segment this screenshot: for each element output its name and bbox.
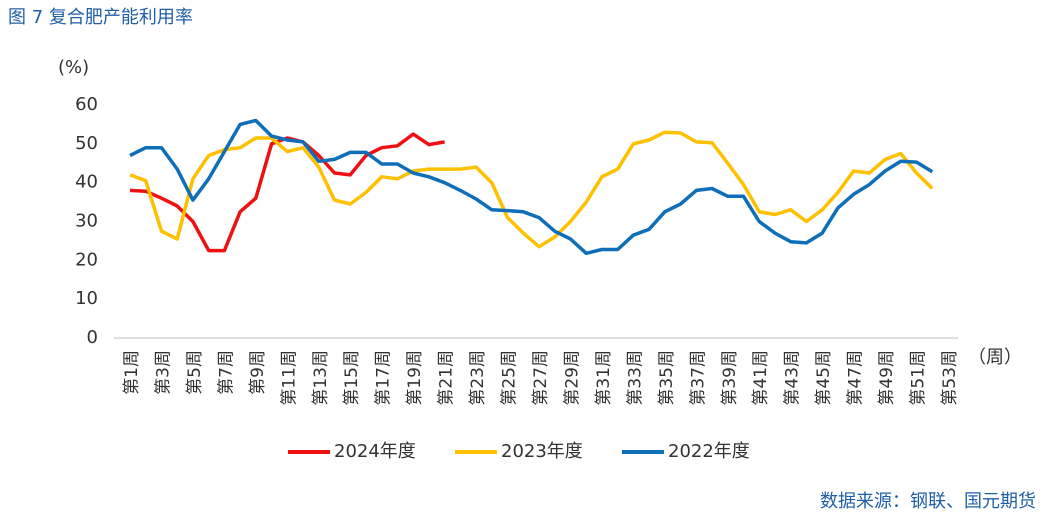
x-tick-label: 第19周 xyxy=(405,350,425,406)
x-tick-label: 第45周 xyxy=(814,350,834,406)
legend-label: 2022年度 xyxy=(668,441,750,462)
y-tick-label: 20 xyxy=(75,249,98,270)
series-line xyxy=(129,132,445,253)
x-tick-label: 第35周 xyxy=(657,350,677,406)
y-tick-label: 10 xyxy=(75,288,98,309)
x-tick-label: 第53周 xyxy=(940,350,960,406)
x-tick-label: 第11周 xyxy=(279,350,299,406)
x-tick-label: 第13周 xyxy=(311,350,331,406)
x-axis-label: （周） xyxy=(968,347,1022,368)
x-tick-label: 第47周 xyxy=(846,350,866,406)
x-tick-label: 第23周 xyxy=(468,350,488,406)
y-tick-label: 40 xyxy=(75,172,98,193)
y-tick-label: 0 xyxy=(87,327,98,348)
x-tick-label: 第15周 xyxy=(342,350,362,406)
chart-title: 图 7 复合肥产能利用率 xyxy=(8,7,193,28)
legend-label: 2024年度 xyxy=(334,441,416,462)
x-tick-label: 第7周 xyxy=(216,350,236,395)
x-tick-label: 第37周 xyxy=(688,350,708,406)
x-tick-label: 第5周 xyxy=(185,350,205,395)
x-tick-label: 第21周 xyxy=(437,350,457,406)
x-tick-label: 第3周 xyxy=(153,350,173,395)
x-tick-label: 第17周 xyxy=(374,350,394,406)
x-tick-label: 第29周 xyxy=(562,350,582,406)
x-tick-label: 第27周 xyxy=(531,350,551,406)
x-tick-label: 第49周 xyxy=(877,350,897,406)
x-tick-label: 第51周 xyxy=(909,350,929,406)
series-line xyxy=(129,130,934,249)
x-tick-label: 第41周 xyxy=(751,350,771,406)
x-tick-label: 第43周 xyxy=(783,350,803,406)
x-tick-label: 第9周 xyxy=(248,350,268,395)
source: 数据来源：钢联、国元期货 xyxy=(820,491,1036,512)
x-tick-label: 第25周 xyxy=(500,350,520,406)
y-tick-label: 30 xyxy=(75,211,98,232)
y-tick-label: 50 xyxy=(75,133,98,154)
x-tick-label: 第39周 xyxy=(720,350,740,406)
series-line xyxy=(129,118,934,256)
y-axis-label: (%) xyxy=(58,57,89,78)
legend-label: 2023年度 xyxy=(501,441,583,462)
x-tick-label: 第31周 xyxy=(594,350,614,406)
x-tick-label: 第1周 xyxy=(122,350,142,395)
y-tick-label: 60 xyxy=(75,94,98,115)
x-tick-label: 第33周 xyxy=(625,350,645,406)
